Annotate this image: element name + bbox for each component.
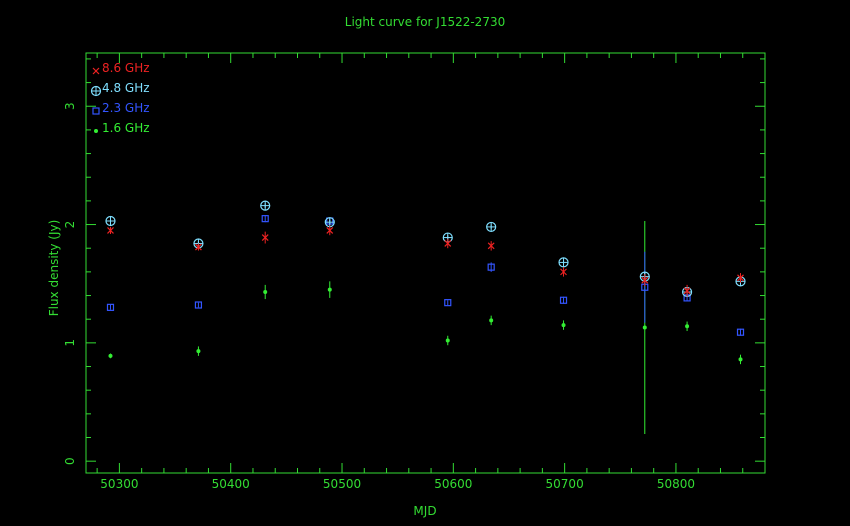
data-point bbox=[327, 281, 332, 298]
data-point bbox=[559, 296, 568, 304]
x-tick-label: 50400 bbox=[212, 477, 250, 491]
data-point bbox=[106, 303, 115, 311]
data-point bbox=[324, 217, 335, 228]
data-point bbox=[736, 328, 745, 336]
dot-marker bbox=[445, 338, 450, 343]
data-point bbox=[486, 221, 497, 233]
legend: 8.6 GHz 4.8 GHz 2.3 GHz 1.6 GHz bbox=[90, 61, 150, 135]
x-tick-label: 50500 bbox=[323, 477, 361, 491]
data-point bbox=[487, 241, 495, 251]
data-point bbox=[107, 226, 114, 235]
legend-entry: 8.6 GHz bbox=[92, 61, 150, 75]
plot-frame bbox=[85, 52, 766, 474]
square-marker bbox=[559, 296, 568, 304]
cross-marker-stroke bbox=[444, 240, 452, 247]
dot-marker bbox=[561, 323, 566, 328]
data-point bbox=[737, 273, 744, 283]
legend-label: 8.6 GHz bbox=[102, 61, 150, 75]
data-point bbox=[195, 243, 202, 251]
legend-label: 1.6 GHz bbox=[102, 121, 150, 135]
data-point bbox=[263, 284, 268, 300]
square-marker bbox=[92, 107, 100, 115]
data-point bbox=[683, 284, 691, 297]
square-marker bbox=[106, 303, 115, 311]
cross-marker-stroke bbox=[107, 227, 114, 234]
data-point bbox=[487, 262, 495, 272]
cross-marker-stroke bbox=[195, 243, 202, 251]
legend-label: 2.3 GHz bbox=[102, 101, 150, 115]
dot-marker bbox=[196, 349, 201, 354]
chart-title: Light curve for J1522-2730 bbox=[345, 15, 505, 29]
square-marker bbox=[487, 263, 495, 271]
x-tick-label: 50600 bbox=[434, 477, 472, 491]
cross-marker-stroke bbox=[92, 67, 100, 75]
square-marker bbox=[736, 328, 745, 336]
legend-entry: 1.6 GHz bbox=[94, 121, 150, 135]
dot-marker bbox=[685, 324, 690, 329]
y-tick-label: 1 bbox=[63, 339, 77, 347]
y-tick-label: 3 bbox=[63, 102, 77, 110]
legend-label: 4.8 GHz bbox=[102, 81, 150, 95]
data-point bbox=[444, 238, 452, 249]
y-tick-label: 0 bbox=[63, 457, 77, 465]
dot-marker bbox=[642, 325, 647, 330]
data-point bbox=[326, 225, 334, 236]
y-axis-label: Flux density (Jy) bbox=[47, 220, 61, 317]
dot-marker bbox=[108, 353, 113, 358]
cross-marker-stroke bbox=[737, 274, 744, 282]
data-point bbox=[261, 215, 269, 223]
cross-marker-stroke bbox=[326, 227, 334, 234]
data-point bbox=[738, 354, 743, 365]
cross-marker-stroke bbox=[560, 268, 567, 276]
axis-ticks: 50300 50400 50500 50600 50700 50800 0 1 2 3 bbox=[63, 53, 766, 491]
square-marker bbox=[261, 215, 269, 223]
dot-marker bbox=[489, 318, 494, 323]
data-point bbox=[561, 320, 566, 330]
y-tick-label: 2 bbox=[63, 221, 77, 229]
data-point bbox=[489, 315, 494, 326]
data-point bbox=[108, 353, 113, 359]
cross-marker-stroke bbox=[683, 287, 691, 295]
data-point bbox=[260, 200, 271, 211]
data-point bbox=[558, 257, 569, 268]
x-tick-label: 50800 bbox=[657, 477, 695, 491]
cross-marker-stroke bbox=[261, 234, 269, 241]
data-point bbox=[445, 335, 450, 346]
data-point bbox=[261, 231, 269, 244]
x-tick-label: 50300 bbox=[100, 477, 138, 491]
data-point bbox=[560, 267, 567, 277]
dot-marker bbox=[738, 357, 743, 362]
x-axis-label: MJD bbox=[413, 504, 436, 518]
legend-entry: 4.8 GHz bbox=[90, 81, 150, 97]
dot-marker bbox=[263, 289, 268, 294]
data-marks bbox=[105, 200, 746, 434]
data-point bbox=[685, 321, 690, 332]
legend-entry: 2.3 GHz bbox=[92, 101, 150, 115]
cross-marker-stroke bbox=[641, 276, 649, 284]
dot-marker bbox=[94, 129, 98, 133]
series-8-6-ghz bbox=[107, 225, 744, 297]
square-marker bbox=[194, 301, 203, 309]
data-point bbox=[196, 346, 201, 356]
data-point bbox=[194, 301, 203, 309]
cross-marker-stroke bbox=[487, 242, 495, 250]
square-marker bbox=[444, 299, 452, 307]
data-point bbox=[641, 274, 649, 287]
x-tick-label: 50700 bbox=[546, 477, 584, 491]
series-2-3-ghz bbox=[106, 215, 745, 336]
data-point bbox=[444, 299, 452, 307]
data-point bbox=[105, 215, 116, 227]
dot-marker bbox=[327, 287, 332, 292]
